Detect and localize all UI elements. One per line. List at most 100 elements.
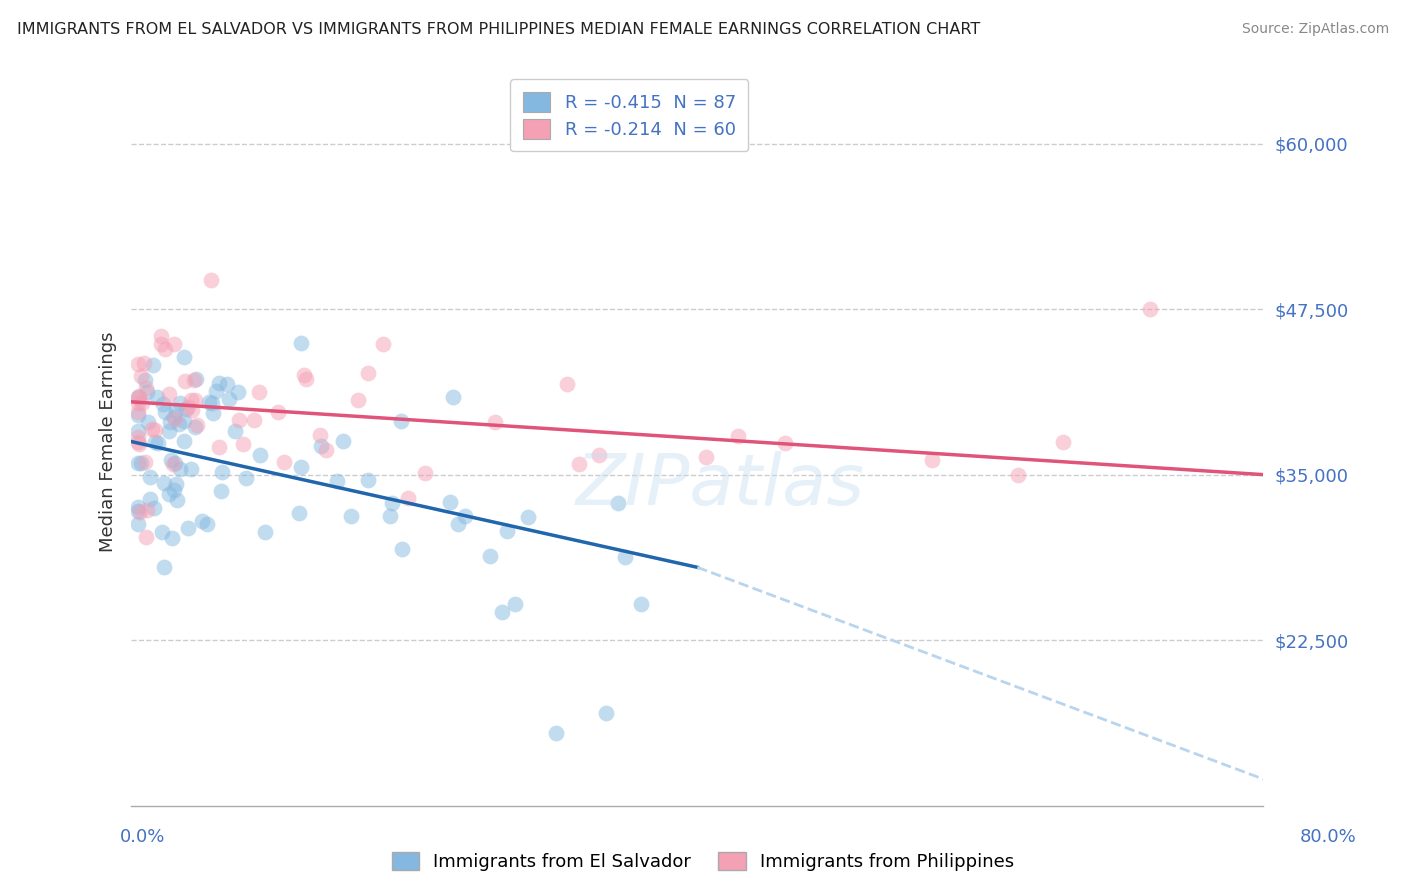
Point	[505, 597, 527, 611]
Point	[200, 273, 222, 287]
Point	[127, 456, 149, 470]
Point	[413, 466, 436, 480]
Point	[378, 508, 401, 523]
Text: 0.0%: 0.0%	[120, 828, 165, 846]
Point	[183, 373, 205, 387]
Point	[614, 550, 637, 565]
Point	[555, 376, 578, 391]
Point	[128, 437, 150, 451]
Point	[128, 389, 150, 403]
Point	[180, 403, 202, 417]
Point	[127, 357, 149, 371]
Point	[153, 343, 176, 357]
Y-axis label: Median Female Earnings: Median Female Earnings	[100, 331, 117, 552]
Point	[479, 549, 502, 563]
Point	[340, 508, 363, 523]
Point	[544, 726, 567, 740]
Point	[136, 385, 159, 400]
Point	[129, 369, 152, 384]
Point	[143, 500, 166, 515]
Point	[332, 434, 354, 449]
Point	[249, 448, 271, 462]
Point	[127, 405, 149, 419]
Point	[371, 337, 394, 351]
Point	[218, 392, 240, 406]
Point	[163, 410, 186, 425]
Point	[153, 476, 176, 491]
Point	[163, 337, 186, 351]
Point	[157, 424, 180, 438]
Point	[134, 373, 156, 387]
Point	[173, 414, 195, 428]
Point	[131, 456, 153, 470]
Point	[127, 390, 149, 404]
Point	[454, 509, 477, 524]
Point	[127, 391, 149, 405]
Point	[247, 384, 270, 399]
Point	[253, 525, 276, 540]
Point	[169, 396, 191, 410]
Point	[201, 406, 224, 420]
Legend: R = -0.415  N = 87, R = -0.214  N = 60: R = -0.415 N = 87, R = -0.214 N = 60	[510, 79, 748, 152]
Point	[228, 384, 250, 399]
Text: IMMIGRANTS FROM EL SALVADOR VS IMMIGRANTS FROM PHILIPPINES MEDIAN FEMALE EARNING: IMMIGRANTS FROM EL SALVADOR VS IMMIGRANT…	[17, 22, 980, 37]
Point	[315, 443, 337, 458]
Text: ZIPatlas: ZIPatlas	[575, 450, 865, 520]
Point	[167, 417, 190, 432]
Point	[180, 393, 202, 408]
Point	[163, 483, 186, 497]
Point	[174, 402, 197, 417]
Point	[127, 435, 149, 450]
Point	[491, 605, 513, 619]
Point	[176, 521, 198, 535]
Point	[516, 510, 538, 524]
Point	[595, 706, 617, 720]
Point	[325, 474, 347, 488]
Point	[215, 377, 238, 392]
Legend: Immigrants from El Salvador, Immigrants from Philippines: Immigrants from El Salvador, Immigrants …	[385, 845, 1021, 879]
Point	[152, 397, 174, 411]
Point	[775, 436, 797, 450]
Point	[389, 414, 412, 428]
Point	[159, 452, 181, 467]
Point	[127, 408, 149, 422]
Point	[166, 492, 188, 507]
Point	[127, 424, 149, 438]
Point	[588, 448, 610, 462]
Point	[357, 473, 380, 487]
Point	[191, 514, 214, 528]
Point	[146, 391, 169, 405]
Point	[174, 374, 197, 388]
Point	[127, 430, 149, 444]
Point	[1007, 468, 1029, 483]
Point	[232, 437, 254, 451]
Point	[166, 476, 188, 491]
Point	[159, 415, 181, 429]
Point	[606, 496, 628, 510]
Point	[173, 351, 195, 365]
Point	[136, 415, 159, 429]
Point	[135, 502, 157, 516]
Point	[273, 455, 295, 469]
Point	[139, 469, 162, 483]
Point	[347, 393, 370, 408]
Point	[160, 531, 183, 545]
Point	[290, 459, 312, 474]
Point	[165, 412, 187, 426]
Text: 80.0%: 80.0%	[1301, 828, 1357, 846]
Point	[142, 358, 165, 372]
Point	[568, 457, 591, 471]
Point	[129, 505, 152, 519]
Point	[204, 384, 226, 398]
Point	[127, 516, 149, 531]
Point	[177, 400, 200, 414]
Point	[165, 403, 187, 417]
Point	[173, 434, 195, 449]
Point	[195, 516, 218, 531]
Point	[391, 542, 413, 557]
Point	[186, 372, 208, 386]
Point	[695, 450, 717, 464]
Point	[139, 492, 162, 507]
Point	[290, 336, 312, 351]
Point	[143, 423, 166, 437]
